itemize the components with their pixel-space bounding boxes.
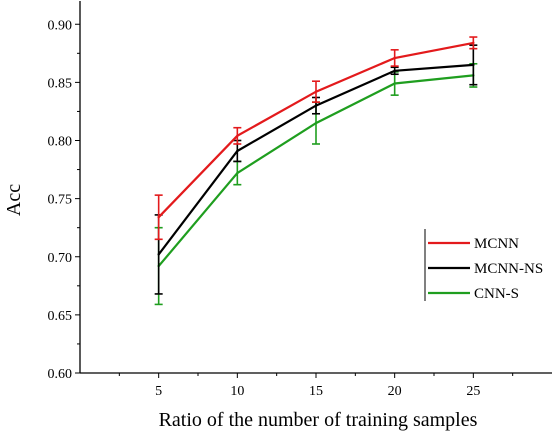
data-point [314,90,318,93]
series-layer [154,36,478,306]
x-tick-label: 20 [388,384,402,399]
legend-label-cnn-s: CNN-S [474,286,519,302]
y-tick-label: 0.80 [48,135,73,150]
data-point [236,134,239,138]
data-point [236,171,239,175]
y-tick-label: 0.90 [48,18,73,33]
data-point [393,69,396,72]
data-point [236,149,239,153]
legend-label-mcnn: MCNN [474,236,519,252]
data-point [314,121,318,125]
legend: MCNN MCNN-NS CNN-S [424,229,543,302]
x-tick-label: 5 [155,384,162,399]
data-point [314,104,318,107]
data-point [157,253,160,256]
legend-label-mcnn-ns: MCNN-NS [474,261,543,277]
y-tick-label: 0.60 [48,367,73,382]
y-axis-title: Acc [3,184,25,216]
x-tick-label: 15 [309,384,323,399]
y-tick-label: 0.75 [48,193,73,208]
data-point [393,82,396,85]
y-tick-label: 0.65 [48,309,73,324]
y-tick-label: 0.85 [48,76,73,91]
data-point [157,216,160,219]
series-mcnn [154,36,478,241]
x-tick-label: 10 [230,384,244,399]
y-tick-label: 0.70 [48,251,73,266]
x-tick-label: 25 [466,384,480,399]
data-point [472,41,475,45]
data-point [472,63,475,67]
x-axis-title: Ratio of the number of training samples [159,409,478,431]
axes: 0.60 0.65 0.70 0.75 0.80 0.85 0.90 5 10 15 20 25 [48,1,552,399]
data-point [393,56,396,60]
